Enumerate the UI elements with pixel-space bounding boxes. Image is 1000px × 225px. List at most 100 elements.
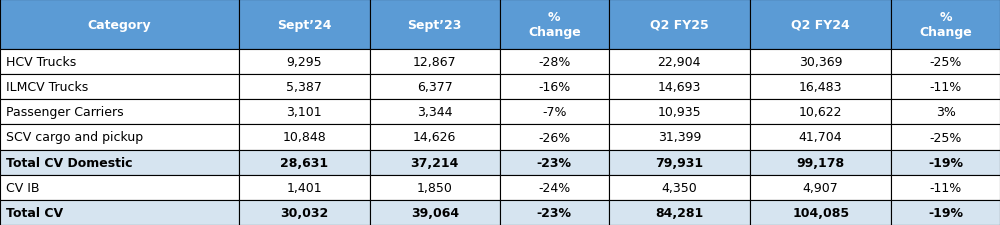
Bar: [370, 100, 500, 125]
Text: 1,850: 1,850: [417, 181, 453, 194]
Bar: [370, 200, 500, 225]
Bar: [750, 50, 891, 75]
Bar: [239, 0, 370, 50]
Text: 6,377: 6,377: [417, 81, 453, 94]
Bar: [891, 100, 1000, 125]
Bar: [609, 125, 750, 150]
Bar: [370, 0, 500, 50]
Text: -19%: -19%: [928, 156, 963, 169]
Bar: [750, 75, 891, 100]
Bar: [891, 200, 1000, 225]
Bar: [370, 175, 500, 200]
Text: 10,848: 10,848: [282, 131, 326, 144]
Bar: [500, 75, 609, 100]
Bar: [239, 75, 370, 100]
Text: -26%: -26%: [538, 131, 570, 144]
Text: 16,483: 16,483: [799, 81, 842, 94]
Text: ILMCV Trucks: ILMCV Trucks: [6, 81, 88, 94]
Bar: [500, 175, 609, 200]
Text: Sept’23: Sept’23: [408, 18, 462, 31]
Bar: [891, 50, 1000, 75]
Bar: [0, 75, 239, 100]
Bar: [609, 0, 750, 50]
Text: 14,693: 14,693: [658, 81, 701, 94]
Bar: [370, 50, 500, 75]
Bar: [0, 150, 239, 175]
Bar: [239, 175, 370, 200]
Text: 3%: 3%: [936, 106, 956, 119]
Bar: [0, 200, 239, 225]
Bar: [239, 150, 370, 175]
Text: Q2 FY25: Q2 FY25: [650, 18, 709, 31]
Text: 41,704: 41,704: [799, 131, 842, 144]
Text: 31,399: 31,399: [658, 131, 701, 144]
Text: HCV Trucks: HCV Trucks: [6, 56, 76, 69]
Text: 3,101: 3,101: [287, 106, 322, 119]
Text: 14,626: 14,626: [413, 131, 456, 144]
Bar: [239, 125, 370, 150]
Text: 22,904: 22,904: [658, 56, 701, 69]
Text: Category: Category: [88, 18, 151, 31]
Bar: [609, 175, 750, 200]
Text: -11%: -11%: [930, 81, 962, 94]
Text: 30,032: 30,032: [280, 206, 328, 219]
Bar: [750, 100, 891, 125]
Text: 10,622: 10,622: [799, 106, 842, 119]
Text: 104,085: 104,085: [792, 206, 849, 219]
Text: 3,344: 3,344: [417, 106, 453, 119]
Bar: [750, 150, 891, 175]
Bar: [370, 125, 500, 150]
Bar: [500, 150, 609, 175]
Text: 10,935: 10,935: [658, 106, 701, 119]
Bar: [500, 50, 609, 75]
Text: -25%: -25%: [929, 56, 962, 69]
Bar: [500, 0, 609, 50]
Text: Q2 FY24: Q2 FY24: [791, 18, 850, 31]
Bar: [239, 50, 370, 75]
Bar: [750, 175, 891, 200]
Text: 84,281: 84,281: [655, 206, 703, 219]
Text: 4,350: 4,350: [661, 181, 697, 194]
Text: -23%: -23%: [537, 206, 572, 219]
Text: -25%: -25%: [929, 131, 962, 144]
Bar: [0, 50, 239, 75]
Text: -24%: -24%: [538, 181, 570, 194]
Bar: [500, 125, 609, 150]
Bar: [609, 200, 750, 225]
Text: -11%: -11%: [930, 181, 962, 194]
Text: 9,295: 9,295: [287, 56, 322, 69]
Text: Total CV: Total CV: [6, 206, 63, 219]
Bar: [609, 75, 750, 100]
Text: CV IB: CV IB: [6, 181, 40, 194]
Text: Total CV Domestic: Total CV Domestic: [6, 156, 132, 169]
Bar: [891, 175, 1000, 200]
Bar: [500, 100, 609, 125]
Text: -28%: -28%: [538, 56, 571, 69]
Text: 28,631: 28,631: [280, 156, 328, 169]
Text: 99,178: 99,178: [797, 156, 845, 169]
Bar: [239, 100, 370, 125]
Text: Passenger Carriers: Passenger Carriers: [6, 106, 124, 119]
Bar: [609, 150, 750, 175]
Bar: [0, 0, 239, 50]
Text: %
Change: % Change: [919, 11, 972, 39]
Bar: [891, 0, 1000, 50]
Bar: [891, 125, 1000, 150]
Bar: [750, 0, 891, 50]
Bar: [609, 50, 750, 75]
Text: 30,369: 30,369: [799, 56, 842, 69]
Text: 37,214: 37,214: [411, 156, 459, 169]
Text: 79,931: 79,931: [655, 156, 703, 169]
Bar: [891, 150, 1000, 175]
Bar: [0, 100, 239, 125]
Text: 12,867: 12,867: [413, 56, 457, 69]
Bar: [500, 200, 609, 225]
Bar: [891, 75, 1000, 100]
Text: 4,907: 4,907: [803, 181, 839, 194]
Bar: [239, 200, 370, 225]
Text: %
Change: % Change: [528, 11, 581, 39]
Bar: [750, 200, 891, 225]
Text: -23%: -23%: [537, 156, 572, 169]
Text: SCV cargo and pickup: SCV cargo and pickup: [6, 131, 143, 144]
Bar: [370, 75, 500, 100]
